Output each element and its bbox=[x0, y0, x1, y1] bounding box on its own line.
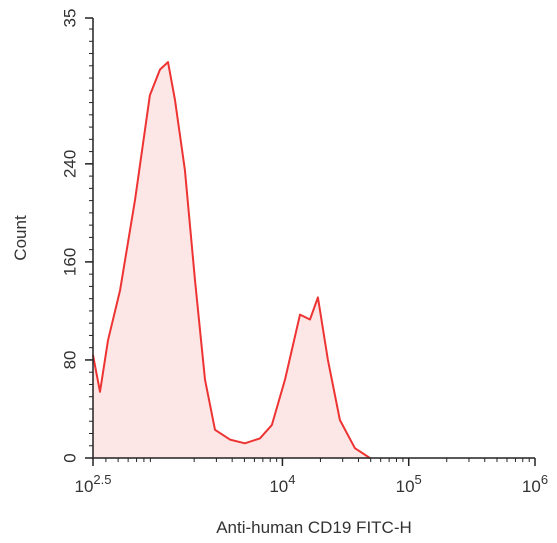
x-tick-label: 105 bbox=[396, 472, 422, 496]
x-tick-exponent: 6 bbox=[541, 472, 548, 487]
y-tick-label: 160 bbox=[60, 248, 79, 276]
y-tick-label: 0 bbox=[60, 453, 79, 462]
y-tick-label: 35 bbox=[60, 9, 79, 28]
x-tick-base: 10 bbox=[269, 477, 288, 496]
x-tick-base: 10 bbox=[75, 477, 94, 496]
x-tick-exponent: 4 bbox=[288, 472, 295, 487]
x-tick-base: 10 bbox=[396, 477, 415, 496]
x-tick-exponent: 5 bbox=[415, 472, 422, 487]
histogram-area bbox=[93, 62, 370, 458]
x-tick-exponent: 2.5 bbox=[93, 472, 111, 487]
histogram-line bbox=[92, 61, 371, 459]
x-tick-label: 104 bbox=[269, 472, 295, 496]
x-tick-label: 102.5 bbox=[75, 472, 112, 496]
x-tick-label: 106 bbox=[522, 472, 548, 496]
y-axis-label: Count bbox=[11, 215, 30, 261]
x-tick-base: 10 bbox=[522, 477, 541, 496]
y-tick-label: 240 bbox=[60, 150, 79, 178]
x-axis-label: Anti-human CD19 FITC-H bbox=[216, 518, 412, 537]
y-tick-label: 80 bbox=[60, 350, 79, 369]
